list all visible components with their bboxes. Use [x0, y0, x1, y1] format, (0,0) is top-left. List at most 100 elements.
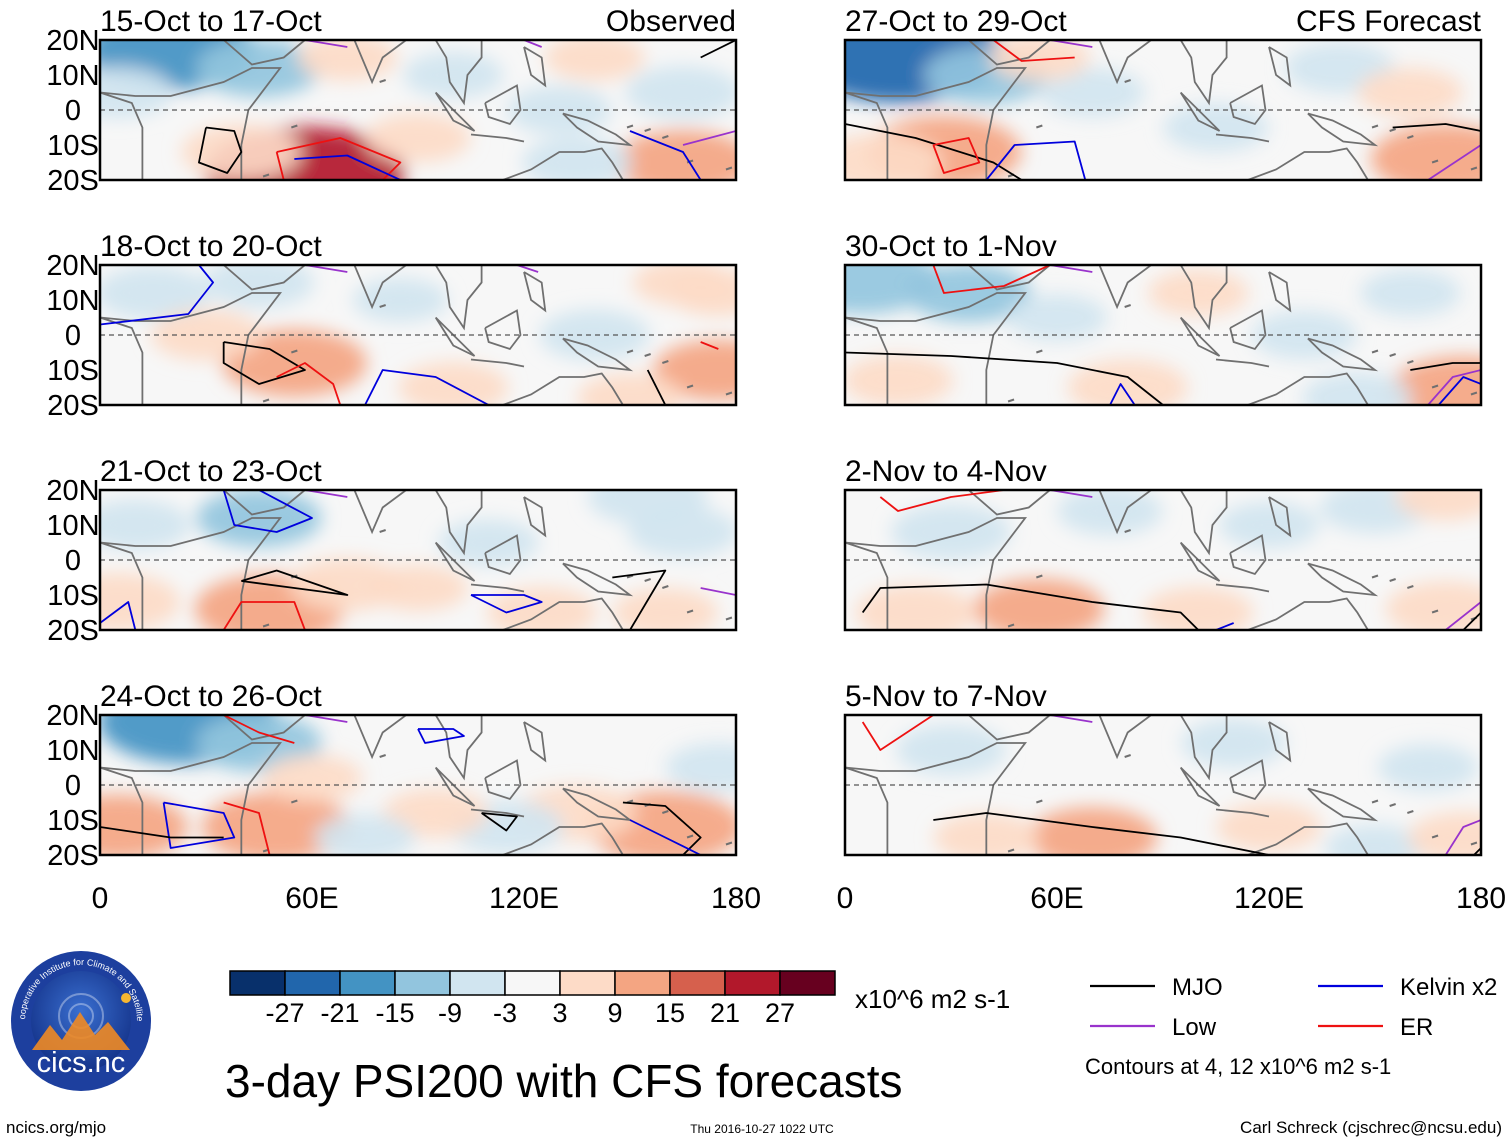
- x-tick-label: 60E: [1030, 882, 1083, 915]
- coastline: [434, 91, 476, 132]
- contour-legend: MJO Kelvin x2 Low ER: [1090, 974, 1497, 1041]
- coastline: [1229, 84, 1267, 126]
- anomaly-blob: [1143, 586, 1254, 630]
- column-label: Observed: [606, 5, 736, 38]
- y-tick-label: 20N: [46, 250, 99, 282]
- panel-frame: [98, 38, 738, 182]
- coastline: [1085, 490, 1171, 535]
- anomaly-blob: [665, 743, 736, 792]
- anomaly-blob: [539, 309, 650, 361]
- wave-contour: [992, 40, 1075, 62]
- anomaly-blob: [1180, 718, 1287, 768]
- wave-contour: [417, 728, 465, 744]
- anomaly-blob: [1377, 744, 1479, 791]
- wave-contour: [845, 123, 1023, 180]
- anomaly-blob: [486, 586, 597, 630]
- coastline: [502, 372, 624, 405]
- coastline: [1247, 597, 1369, 630]
- colorbar-swatch: [559, 970, 616, 996]
- wave-contour: [1462, 611, 1481, 630]
- colorbar-label: -27: [265, 998, 304, 1028]
- anomaly-blob: [1216, 802, 1322, 852]
- wave-contour: [845, 351, 1164, 405]
- anomaly-blob: [1027, 807, 1158, 855]
- y-tick-label: 10S: [47, 355, 99, 387]
- island: [1124, 304, 1131, 308]
- y-tick-label: 0: [65, 95, 81, 127]
- coastline: [1229, 534, 1267, 576]
- coastline: [502, 147, 624, 180]
- coastline: [1307, 112, 1379, 147]
- island: [1124, 754, 1131, 758]
- legend-label: Low: [1172, 1014, 1217, 1041]
- coastline: [340, 490, 426, 535]
- anomaly-blob: [544, 40, 645, 81]
- coastline: [434, 766, 476, 807]
- island: [291, 799, 298, 804]
- island: [1431, 384, 1439, 389]
- wave-contour: [612, 569, 667, 630]
- coastline: [1085, 265, 1171, 310]
- coastline: [562, 562, 634, 597]
- coastline: [484, 84, 522, 126]
- island: [686, 609, 694, 614]
- island: [1371, 349, 1379, 354]
- colorbar-swatch: [394, 970, 451, 996]
- island: [262, 173, 270, 178]
- colorbar-swatch: [284, 970, 341, 996]
- anomaly-blob: [365, 113, 471, 163]
- coastline: [523, 271, 547, 313]
- legend-note: Contours at 4, 12 x10^6 m2 s-1: [1085, 1054, 1391, 1079]
- island: [662, 585, 669, 589]
- panel-frame: [843, 713, 1483, 857]
- wave-contour: [700, 40, 736, 59]
- coastline: [845, 517, 1028, 630]
- wave-contour: [700, 587, 736, 596]
- coastline: [1247, 147, 1369, 180]
- anomaly-blob: [668, 269, 736, 317]
- wave-contour: [364, 369, 490, 405]
- x-tick-label: 180: [1456, 882, 1506, 915]
- island: [1389, 578, 1396, 582]
- colorbar-swatch: [449, 970, 506, 996]
- colorbar-swatch: [724, 970, 781, 996]
- anomaly-blob: [895, 724, 1007, 776]
- footer-link[interactable]: ncics.org/mjo: [6, 1118, 106, 1137]
- anomaly-blob: [100, 572, 181, 630]
- coastline: [523, 496, 547, 538]
- colorbar-label: -21: [320, 998, 359, 1028]
- colorbar-label: 21: [710, 998, 740, 1028]
- y-tick-label: 20S: [47, 615, 99, 647]
- island: [1036, 124, 1043, 129]
- wave-contour: [223, 801, 271, 855]
- coastline: [1085, 40, 1171, 85]
- wave-contour: [932, 137, 981, 174]
- coastline: [968, 265, 1051, 291]
- panel-frame: [98, 713, 738, 857]
- island: [1407, 360, 1414, 364]
- coastline: [484, 309, 522, 351]
- colorbar-swatch: [669, 970, 726, 996]
- coastline: [100, 292, 283, 405]
- colorbar: -27 -21 -15 -9 -3 3 9 15 21 27: [229, 970, 836, 1028]
- coastline: [470, 133, 525, 143]
- anomaly-blob: [1370, 124, 1481, 180]
- anomaly-blob: [627, 506, 736, 558]
- island: [725, 616, 733, 621]
- coastline: [1085, 715, 1171, 760]
- anomaly-blob: [845, 133, 943, 180]
- island: [262, 398, 270, 403]
- anomaly-blob: [367, 564, 469, 612]
- y-tick-label: 10N: [46, 60, 99, 92]
- colorbar-units: x10^6 m2 s-1: [855, 984, 1010, 1014]
- anomaly-blob: [1218, 501, 1320, 549]
- anomaly-blob: [625, 65, 736, 120]
- coastline: [502, 822, 624, 855]
- island: [379, 754, 386, 758]
- wave-contour: [198, 126, 243, 174]
- panel-period: 18-Oct to 20-Oct: [100, 230, 322, 263]
